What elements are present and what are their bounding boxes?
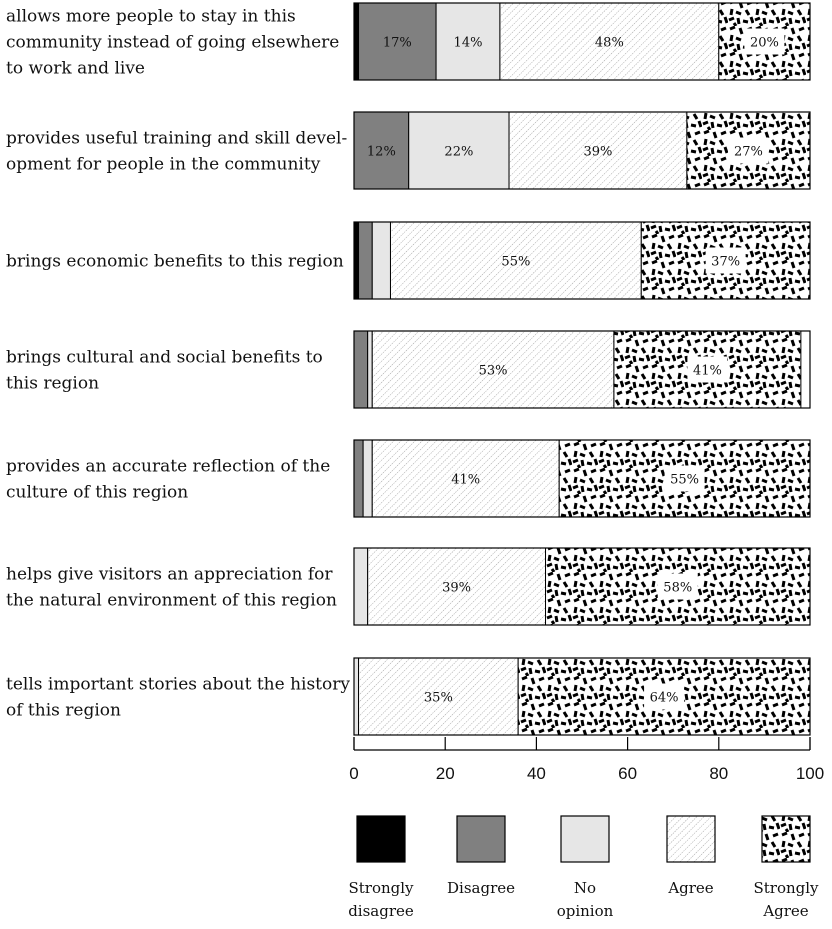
x-axis: 0 20 40 60 80 100: [349, 737, 824, 783]
bar-segment-no-opinion: [353, 657, 360, 736]
bar-outline: [353, 330, 811, 409]
category-label: brings economic benefits to this region: [6, 252, 344, 272]
bar-segment-no-opinion: [371, 221, 391, 300]
value-label: 20%: [750, 36, 779, 51]
value-label-backdrop: [657, 573, 698, 600]
legend-swatch: [666, 815, 716, 863]
value-label: 41%: [693, 364, 722, 379]
bar-segment-disagree: [353, 330, 369, 409]
bar-segment-no-opinion: [435, 2, 501, 81]
legend-label: No opinion: [557, 879, 614, 920]
value-label-backdrop: [744, 28, 785, 55]
legend-label: Strongly disagree: [348, 879, 414, 920]
value-label-backdrop: [664, 465, 705, 492]
bar-segment-no-opinion: [367, 330, 373, 409]
bar-segment-agree: [371, 439, 560, 518]
value-label: 58%: [663, 581, 692, 596]
bar-segment-agree: [508, 111, 688, 190]
value-label-backdrop: [705, 247, 746, 274]
x-tick-label: 80: [709, 764, 728, 783]
legend-swatch: [456, 815, 506, 863]
bar-segment-strongly-disagree: [353, 2, 360, 81]
value-label: 17%: [383, 36, 412, 51]
bar-segment-disagree: [353, 439, 364, 518]
category-labels: allows more people to stay in this commun…: [6, 7, 350, 721]
legend-label: Agree: [667, 879, 713, 897]
x-tick-label: 40: [527, 764, 546, 783]
value-label: 22%: [444, 145, 473, 160]
x-tick-label: 0: [349, 764, 358, 783]
category-label: provides useful training and skill devel…: [6, 129, 347, 175]
legend-swatch: [356, 815, 406, 863]
bar-outline: [353, 2, 811, 81]
x-tick-label: 20: [436, 764, 455, 783]
x-tick-label: 60: [618, 764, 637, 783]
value-label: 37%: [711, 255, 740, 270]
bar-segment-agree: [367, 547, 547, 626]
bar-segment-disagree: [358, 221, 373, 300]
bars: 17% 14% 48% 20% 12% 22% 39% 27% 55% 37% 53% 41% 41% 5…: [353, 2, 811, 736]
value-label: 55%: [501, 255, 530, 270]
bar-outline: [353, 547, 811, 626]
bar-outline: [353, 111, 811, 190]
value-label-backdrop: [644, 683, 685, 710]
bar-segment-strongly-disagree: [353, 221, 360, 300]
bar-outline: [353, 221, 811, 300]
bar-segment-no-opinion: [353, 547, 369, 626]
legend-label: Strongly Agree: [753, 879, 819, 920]
bar-outline: [353, 657, 811, 736]
value-label: 39%: [584, 145, 613, 160]
value-label: 53%: [479, 364, 508, 379]
category-label: helps give visitors an appreciation for t…: [6, 565, 337, 611]
value-label: 41%: [451, 473, 480, 488]
category-label: allows more people to stay in this commun…: [6, 7, 339, 79]
bar-segment-disagree: [358, 2, 437, 81]
value-label: 14%: [454, 36, 483, 51]
legend-label: Disagree: [447, 879, 515, 897]
value-label: 35%: [424, 691, 453, 706]
value-label: 27%: [734, 145, 763, 160]
category-label: tells important stories about the histor…: [6, 675, 350, 721]
legend: Strongly disagree Disagree No opinion Agree St…: [348, 815, 819, 920]
category-label: brings cultural and social benefits to th…: [6, 348, 323, 394]
x-tick-label: 100: [796, 764, 824, 783]
value-label: 39%: [442, 581, 471, 596]
value-label: 64%: [650, 691, 679, 706]
legend-swatch: [761, 815, 811, 863]
bar-segment-no-opinion: [362, 439, 373, 518]
value-label: 55%: [670, 473, 699, 488]
legend-swatch: [560, 815, 610, 863]
value-label-backdrop: [687, 356, 728, 383]
bar-segment-agree: [358, 657, 519, 736]
bar-outline: [353, 439, 811, 518]
value-label: 12%: [367, 145, 396, 160]
value-label: 48%: [595, 36, 624, 51]
value-label-backdrop: [728, 137, 769, 164]
category-label: provides an accurate reflection of the cu…: [6, 457, 330, 503]
